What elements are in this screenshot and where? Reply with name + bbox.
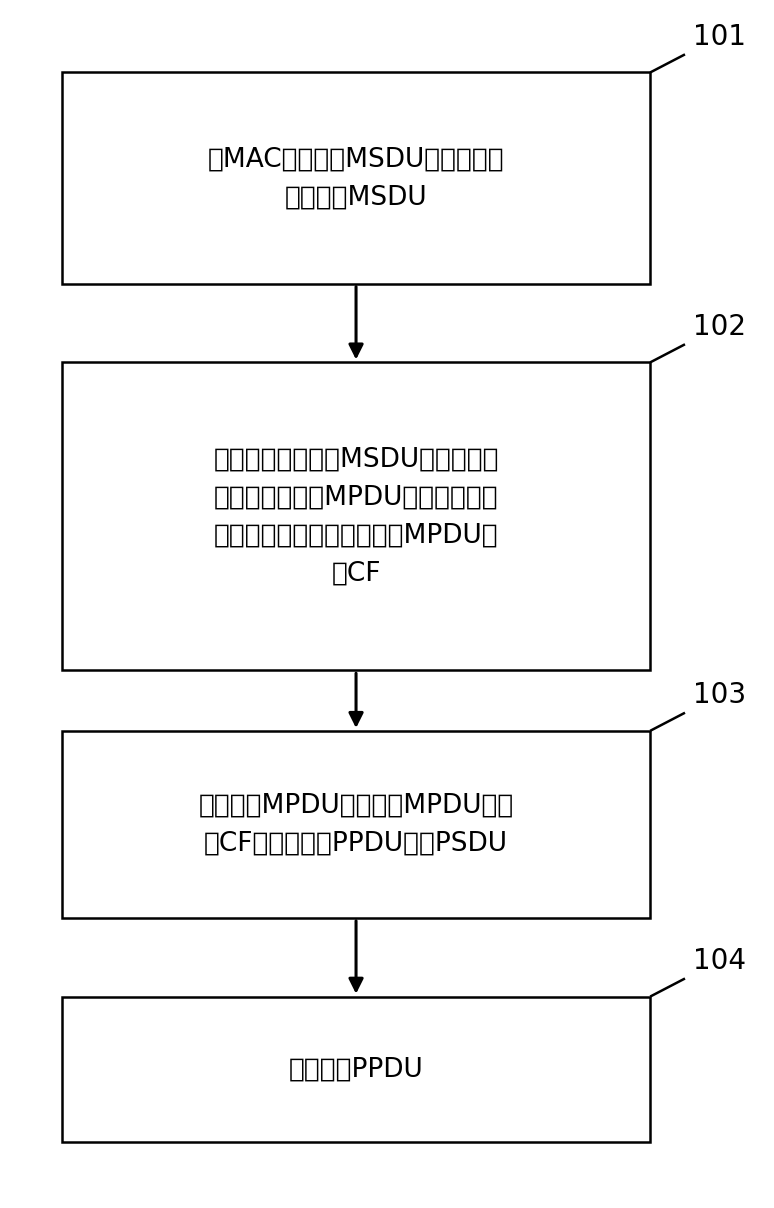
Text: 101: 101	[693, 23, 745, 51]
Text: 根据所述MPDU和与所述MPDU对应
的CF，聚合生成PPDU中的PSDU: 根据所述MPDU和与所述MPDU对应 的CF，聚合生成PPDU中的PSDU	[198, 792, 514, 856]
Text: 传输所述PPDU: 传输所述PPDU	[289, 1056, 423, 1082]
Bar	[62, 362, 650, 670]
Text: 将每个分割后的子MSDU分别对应封
装到相互独立的MPDU中，并根据光
源亮度的目标值分别为所述MPDU生
成CF: 将每个分割后的子MSDU分别对应封 装到相互独立的MPDU中，并根据光 源亮度的…	[214, 447, 498, 586]
Bar	[62, 72, 650, 284]
Text: 在MAC层，分割MSDU为多个长度
相等的子MSDU: 在MAC层，分割MSDU为多个长度 相等的子MSDU	[207, 146, 505, 210]
Text: 102: 102	[693, 313, 745, 341]
Text: 103: 103	[693, 681, 746, 709]
Text: 104: 104	[693, 947, 745, 975]
Bar	[62, 731, 650, 918]
Bar	[62, 997, 650, 1142]
